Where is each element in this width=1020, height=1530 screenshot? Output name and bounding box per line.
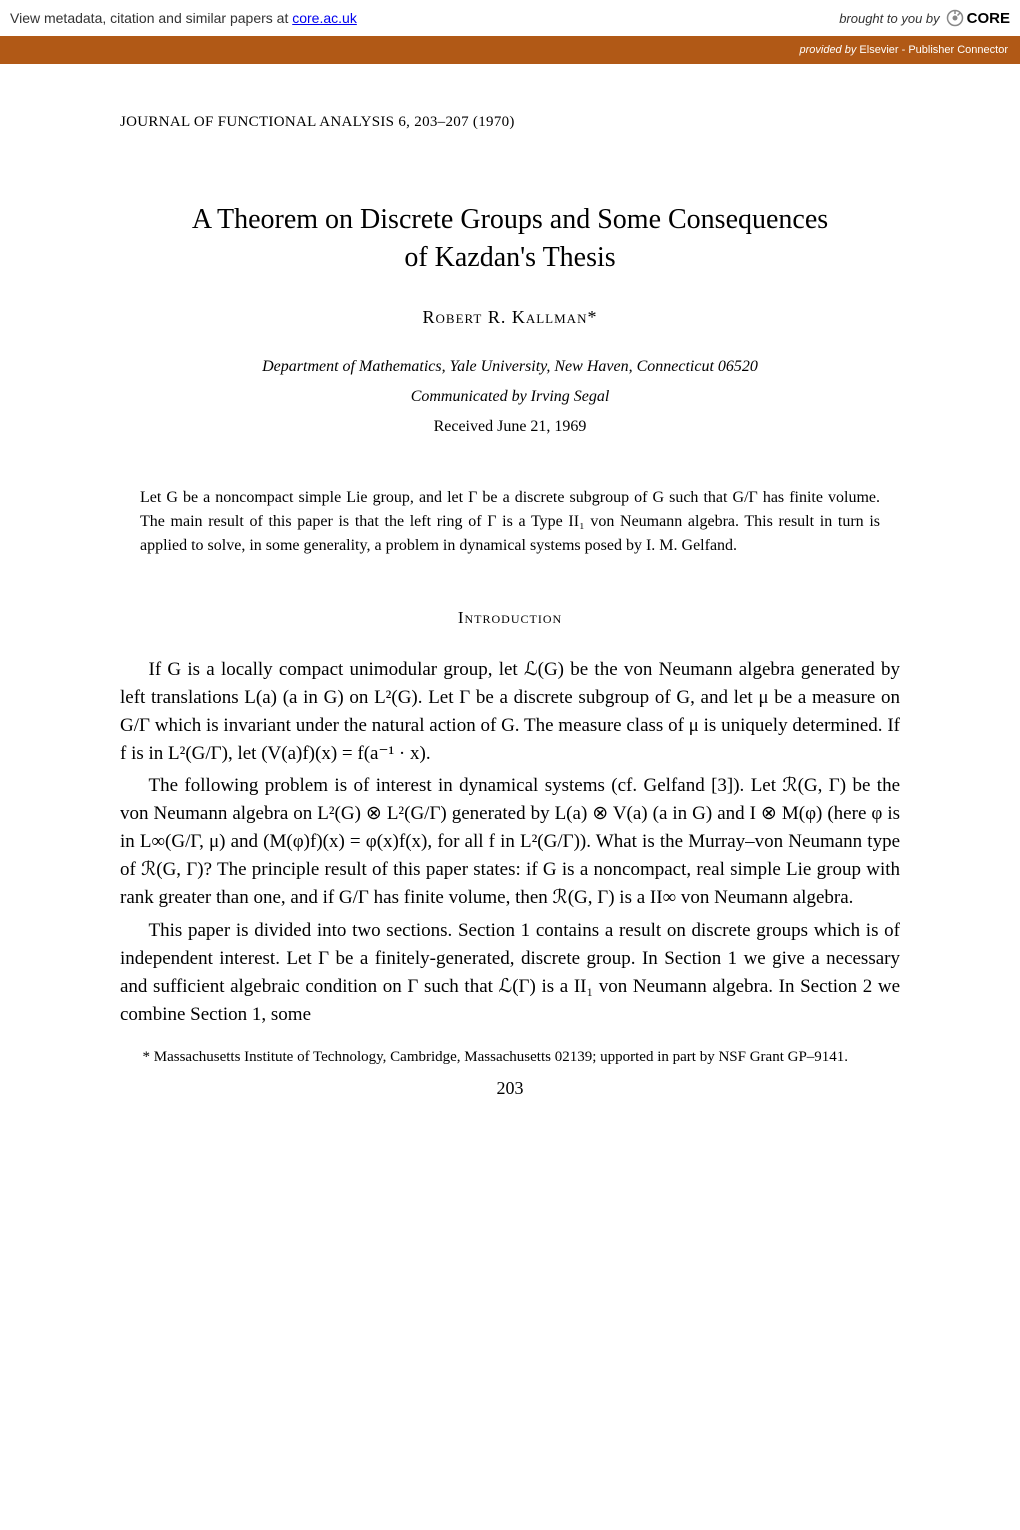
communicated-by: Communicated by Irving Segal xyxy=(120,388,900,406)
title-line-2: of Kazdan's Thesis xyxy=(404,242,615,273)
paper-page: JOURNAL OF FUNCTIONAL ANALYSIS 6, 203–20… xyxy=(0,64,1020,1139)
core-label: CORE xyxy=(967,10,1010,27)
body-paragraph-2: The following problem is of interest in … xyxy=(120,772,900,913)
metadata-top-bar: View metadata, citation and similar pape… xyxy=(0,0,1020,36)
paper-title: A Theorem on Discrete Groups and Some Co… xyxy=(120,201,900,277)
core-link[interactable]: core.ac.uk xyxy=(292,10,357,26)
page-number: 203 xyxy=(120,1078,900,1099)
metadata-left: View metadata, citation and similar pape… xyxy=(10,10,357,26)
section-heading-introduction: Introduction xyxy=(120,608,900,628)
received-date: Received June 21, 1969 xyxy=(120,418,900,436)
author-footnote: * Massachusetts Institute of Technology,… xyxy=(120,1047,900,1068)
author-affiliation: Department of Mathematics, Yale Universi… xyxy=(120,358,900,376)
metadata-prefix: View metadata, citation and similar pape… xyxy=(10,10,292,26)
body-paragraph-1: If G is a locally compact unimodular gro… xyxy=(120,656,900,768)
journal-reference: JOURNAL OF FUNCTIONAL ANALYSIS 6, 203–20… xyxy=(120,114,900,131)
provider-band: provided by Elsevier - Publisher Connect… xyxy=(0,36,1020,64)
provider-name: Elsevier - Publisher Connector xyxy=(859,44,1008,56)
author-name: Robert R. Kallman* xyxy=(120,307,900,328)
provided-by-prefix: provided by xyxy=(799,44,856,56)
abstract-text: Let G be a noncompact simple Lie group, … xyxy=(120,486,900,558)
title-line-1: A Theorem on Discrete Groups and Some Co… xyxy=(192,204,828,235)
core-logo: CORE xyxy=(946,9,1010,27)
brought-by-text: brought to you by xyxy=(839,11,939,26)
body-paragraph-3: This paper is divided into two sections.… xyxy=(120,917,900,1029)
core-icon xyxy=(946,9,964,27)
metadata-right: brought to you by CORE xyxy=(839,9,1010,27)
